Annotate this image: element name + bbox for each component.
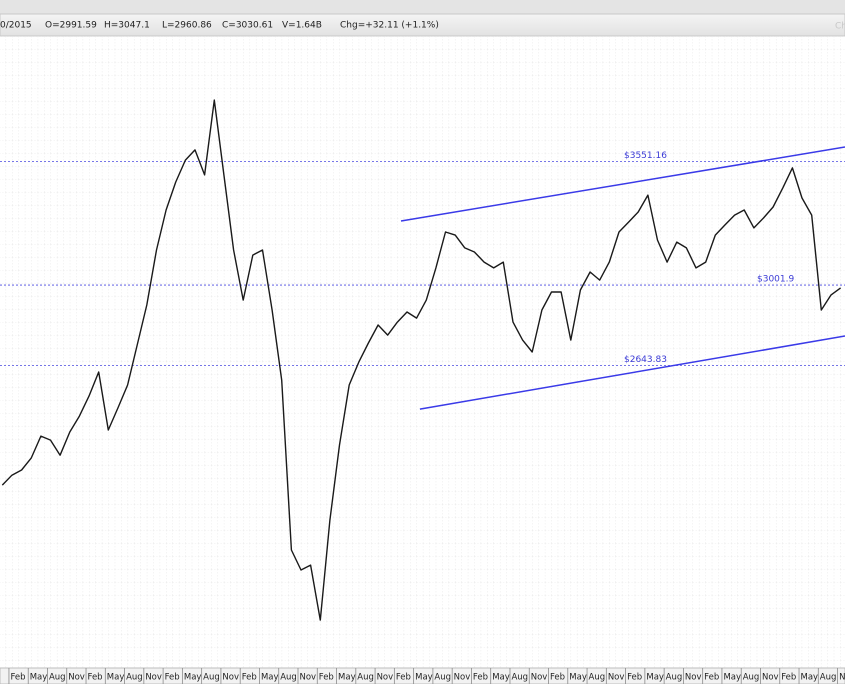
x-tick-label: Nov xyxy=(454,673,471,683)
plot-grid xyxy=(0,36,845,668)
level-label: $3551.16 xyxy=(624,151,667,161)
x-tick-label: May xyxy=(184,673,202,683)
x-tick-label: May xyxy=(492,673,510,683)
top-strip xyxy=(0,0,845,14)
x-tick-label: Feb xyxy=(396,673,411,683)
watermark: Ch xyxy=(835,22,845,32)
x-tick-label: Nov xyxy=(300,673,317,683)
trend-line xyxy=(400,146,845,222)
trend-line xyxy=(419,335,845,410)
header-field: C=3030.61 xyxy=(222,21,273,31)
x-tick-label: Feb xyxy=(704,673,719,683)
x-tick-label: Feb xyxy=(319,673,334,683)
x-tick-label: May xyxy=(646,673,664,683)
level-label: $3001.9 xyxy=(757,275,794,285)
x-tick-label: Nov xyxy=(685,673,702,683)
x-tick-label: Feb xyxy=(627,673,642,683)
x-tick-label: Aug xyxy=(126,673,143,683)
x-tick-label: May xyxy=(107,673,125,683)
header-field: H=3047.1 xyxy=(104,21,150,31)
x-tick-label: Nov xyxy=(762,673,779,683)
header-field: Chg=+32.11 (+1.1%) xyxy=(340,21,439,31)
x-axis-bar xyxy=(0,667,845,684)
x-tick-label: Feb xyxy=(88,673,103,683)
header-field: O=2991.59 xyxy=(45,21,97,31)
x-tick-label: Nov xyxy=(531,673,548,683)
x-tick-label: Feb xyxy=(781,673,796,683)
header-field: V=1.64B xyxy=(282,21,322,31)
x-tick-label: Feb xyxy=(10,673,25,683)
x-tick-label: Aug xyxy=(743,673,760,683)
x-tick-label: Feb xyxy=(165,673,180,683)
x-tick-label: Aug xyxy=(357,673,374,683)
x-tick-label: May xyxy=(569,673,587,683)
x-tick-label: Aug xyxy=(434,673,451,683)
x-tick-label: Aug xyxy=(511,673,528,683)
x-tick-label: Feb xyxy=(242,673,257,683)
x-tick-label: May xyxy=(723,673,741,683)
x-tick-label: Aug xyxy=(49,673,66,683)
header-field: L=2960.86 xyxy=(162,21,212,31)
x-tick-label: Aug xyxy=(666,673,683,683)
x-tick-label: Nov xyxy=(222,673,239,683)
x-tick-label: Nov xyxy=(608,673,625,683)
x-tick-label: Aug xyxy=(589,673,606,683)
x-tick-label: May xyxy=(338,673,356,683)
header-field: 0/2015 xyxy=(0,21,32,31)
x-tick-label: May xyxy=(261,673,279,683)
x-tick-label: Aug xyxy=(820,673,837,683)
x-tick-label: Nov xyxy=(68,673,85,683)
x-tick-label: Feb xyxy=(550,673,565,683)
x-tick-label: May xyxy=(801,673,819,683)
x-tick-label: Aug xyxy=(203,673,220,683)
level-label: $2643.83 xyxy=(624,355,667,365)
x-tick-label: Feb xyxy=(473,673,488,683)
price-line xyxy=(1,99,842,621)
x-tick-label: May xyxy=(30,673,48,683)
x-tick-label: Aug xyxy=(280,673,297,683)
x-tick-label: May xyxy=(415,673,433,683)
x-tick-label: Nov xyxy=(145,673,162,683)
x-tick-label: Nov xyxy=(377,673,394,683)
x-tick-label: Nov xyxy=(839,673,845,683)
